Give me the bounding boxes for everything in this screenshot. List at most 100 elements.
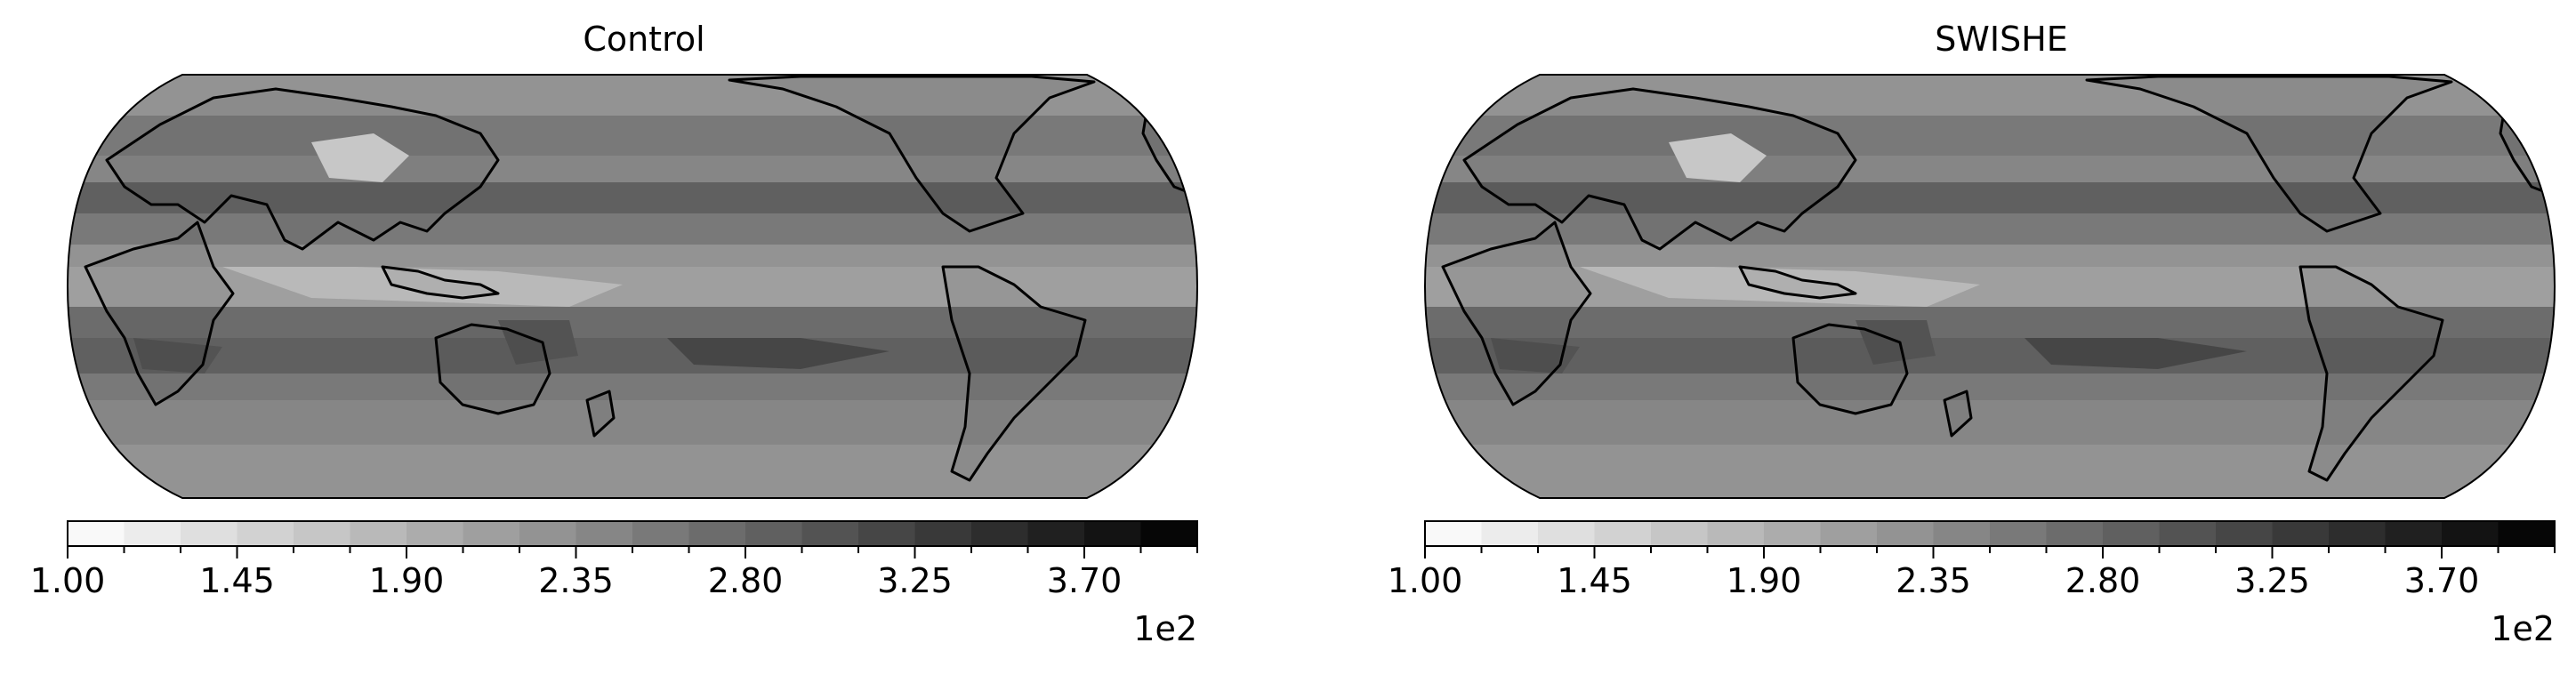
field-band [1425, 75, 2555, 116]
field-band [68, 400, 1197, 445]
coastline [2298, 265, 2444, 482]
colorbar-tick-label: 3.25 [2234, 561, 2310, 600]
field-feature [2025, 338, 2247, 369]
coastline [1791, 323, 1909, 415]
colorbar-segment [124, 521, 181, 546]
colorbar-segment [745, 521, 802, 546]
map-border [66, 74, 1199, 499]
field-feature [667, 338, 890, 369]
colorbar-segment [1481, 521, 1539, 546]
coastline [84, 221, 235, 406]
chart-control: 1.00 1.45 1.90 2.35 2.80 3.25 3.70 1e2 [30, 74, 1199, 648]
field-band [1425, 374, 2555, 400]
colorbar-segment [688, 521, 746, 546]
colorbar-segment [1140, 521, 1198, 546]
field-band [1425, 245, 2555, 267]
colorbar-tick-label: 1.45 [1557, 561, 1632, 600]
colorbar-tick-label: 2.80 [2065, 561, 2141, 600]
colorbar-segment [181, 521, 237, 546]
map-title: SWISHE [1935, 20, 2068, 59]
colorbar-segment [1764, 521, 1821, 546]
field-band [68, 156, 1197, 182]
coastline [1738, 265, 1857, 300]
field-feature [1669, 133, 1767, 182]
field-feature [222, 267, 623, 307]
colorbar-offset-label: 1e2 [1133, 609, 1197, 648]
field-band [68, 374, 1197, 400]
colorbar-segment [1651, 521, 1708, 546]
colorbar-segment [858, 521, 915, 546]
colorbar-segment [68, 521, 125, 546]
colorbar-tick-label: 2.35 [538, 561, 614, 600]
colorbar-segment [1027, 521, 1085, 546]
colorbar-segment [2046, 521, 2104, 546]
coastline [381, 265, 500, 300]
coastline [585, 390, 616, 438]
colorbar-segment [1877, 521, 1934, 546]
map-title: Control [583, 20, 705, 59]
map-field [1425, 75, 2555, 498]
colorbar-tick-label: 1.00 [30, 561, 106, 600]
coastline [1462, 87, 1857, 251]
field-band [1425, 213, 2555, 245]
coastline [1943, 390, 1973, 438]
colorbar-segment [971, 521, 1028, 546]
panel-swishe: SWISHE 1.00 1.45 1.90 2.35 2.80 3.25 3.70 1e2 [1357, 0, 2576, 675]
colorbar-segment [1707, 521, 1765, 546]
coastline [728, 75, 1096, 233]
colorbar-segment [914, 521, 972, 546]
colorbar-segment [237, 521, 294, 546]
colorbar-segment [350, 521, 407, 546]
field-band [68, 307, 1197, 338]
colorbar-tick-label: 2.35 [1896, 561, 1971, 600]
colorbar-tick-label: 1.00 [1388, 561, 1463, 600]
colorbar-segment [2103, 521, 2160, 546]
field-band [68, 445, 1197, 498]
colorbar-segment [2385, 521, 2443, 546]
coastline [105, 87, 500, 251]
colorbar-segment [2442, 521, 2499, 546]
colorbar-segment [294, 521, 350, 546]
field-band [1425, 445, 2555, 498]
colorbar-segment [1594, 521, 1652, 546]
panel-control: Control 1.00 1.45 1.90 2.35 2.80 3.25 3.70 1e2 [30, 20, 1199, 648]
field-feature [1491, 338, 1580, 374]
colorbar-offset-label: 1e2 [2491, 609, 2555, 648]
colorbar-tick-label: 1.90 [369, 561, 445, 600]
field-feature [1580, 267, 1980, 307]
colorbar-segment [1990, 521, 2047, 546]
map-border [1423, 74, 2556, 499]
colorbar-tick-label: 3.70 [1047, 561, 1123, 600]
colorbar-segment [1538, 521, 1595, 546]
field-feature [133, 338, 222, 374]
colorbar-segment [1820, 521, 1878, 546]
coastline [941, 265, 1087, 482]
colorbar-tick-label: 3.70 [2404, 561, 2480, 600]
colorbar-segment [632, 521, 689, 546]
colorbar-segment [1425, 521, 1482, 546]
colorbar-tick-label: 1.45 [199, 561, 275, 600]
field-band [68, 213, 1197, 245]
field-band [1425, 156, 2555, 182]
coastline [2085, 75, 2453, 233]
colorbar-segment [1933, 521, 1991, 546]
colorbar-segment [2329, 521, 2386, 546]
coastline [434, 323, 551, 415]
chart-swishe: 1.00 1.45 1.90 2.35 2.80 3.25 3.70 1e2 [1388, 74, 2556, 648]
colorbar-segment [2216, 521, 2273, 546]
colorbar-tick-label: 1.90 [1727, 561, 1802, 600]
colorbar-tick-label: 2.80 [708, 561, 784, 600]
field-band [1425, 400, 2555, 445]
colorbar-segment [801, 521, 859, 546]
colorbar-segment [463, 521, 520, 546]
colorbar-segment [576, 521, 633, 546]
colorbar-segment [2498, 521, 2556, 546]
colorbar-segment [519, 521, 576, 546]
colorbar-tick-label: 3.25 [877, 561, 953, 600]
field-feature [311, 133, 409, 182]
colorbar-segment [2159, 521, 2217, 546]
field-band [68, 245, 1197, 267]
colorbar-segment [1084, 521, 1141, 546]
colorbar-segment [407, 521, 463, 546]
field-band [1425, 307, 2555, 338]
